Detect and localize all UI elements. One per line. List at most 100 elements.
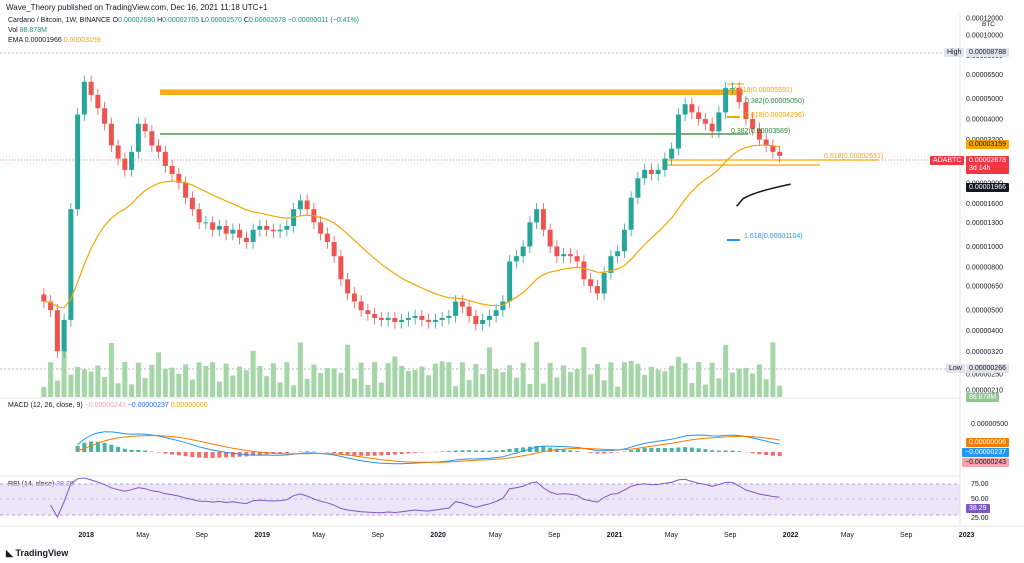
candle-body	[189, 197, 195, 210]
volume-bar	[81, 369, 87, 397]
candle-body	[156, 145, 162, 152]
macd-histogram	[75, 441, 782, 458]
time-tick-label: May	[489, 532, 503, 539]
candle-body	[547, 229, 553, 247]
volume-bar	[345, 344, 351, 397]
candle-body	[480, 319, 486, 325]
macd-hist-bar	[136, 449, 141, 452]
tradingview-logo[interactable]: ◣ TradingView	[6, 548, 69, 558]
volume-bar	[594, 363, 600, 397]
candle-body	[270, 229, 276, 232]
candle-body	[628, 197, 634, 230]
macd-hist-bar	[642, 448, 647, 452]
candle-body	[61, 319, 67, 352]
candle-body	[81, 81, 87, 115]
candle-body	[736, 88, 742, 103]
candle-body	[162, 151, 168, 166]
macd-signal-value: 0.00000006	[170, 402, 208, 409]
symbol-name: Cardano / Bitcoin, 1W, BINANCE	[8, 17, 111, 24]
candle-body	[95, 94, 101, 109]
volume-bar	[372, 362, 378, 397]
candle-body	[378, 317, 384, 320]
macd-hist-bar	[82, 442, 87, 452]
macd-hist-bar	[649, 447, 654, 452]
candle-body	[399, 319, 405, 322]
ema-legend: EMA 0.00001966 0.00003159	[8, 37, 101, 44]
candle-body	[446, 315, 452, 318]
candle-body	[540, 209, 546, 230]
volume-bar	[446, 362, 452, 397]
ema-value-a: 0.00001966	[24, 37, 62, 44]
macd-hist-bar	[500, 450, 505, 452]
volume-bar	[365, 384, 371, 397]
candle-body	[635, 178, 641, 198]
price-tick-label: 0.00000800	[966, 265, 1003, 272]
macd-hist-bar	[521, 447, 526, 452]
price-tick-label: 0.00005000	[966, 96, 1003, 103]
macd-axis-tick: 0.00000500	[971, 421, 1008, 428]
volume-bar	[304, 378, 310, 397]
macd-hist-bar	[413, 452, 418, 453]
candle-body	[48, 301, 54, 311]
candle-body	[594, 286, 600, 294]
low-value-tag: 0.00000266	[966, 364, 1009, 373]
price-axis-unit: BTC	[982, 21, 995, 28]
candle-body	[770, 145, 776, 152]
time-tick-label: May	[136, 532, 150, 539]
macd-hist-bar	[602, 452, 607, 454]
macd-hist-bar	[75, 445, 80, 452]
volume-bar	[108, 342, 114, 397]
volume-bar	[534, 342, 540, 397]
macd-hist-bar	[568, 450, 573, 452]
resistance-zone-upper	[160, 90, 743, 95]
candle-body	[473, 315, 479, 325]
candle-body	[621, 229, 627, 252]
volume-bar	[405, 371, 411, 397]
macd-signal-tag: 0.00000006	[966, 438, 1009, 447]
fib-label-5: 0.618(0.00002691)	[824, 153, 883, 160]
candle-body	[716, 112, 722, 132]
candle-body	[41, 294, 47, 302]
macd-hist-bar	[507, 448, 512, 452]
macd-hist-bar	[197, 452, 202, 458]
candle-body	[102, 108, 108, 124]
candle-body	[392, 317, 398, 322]
macd-hist-bar	[480, 450, 485, 452]
candle-body	[358, 301, 364, 311]
ema-orange-line	[43, 144, 780, 309]
candle-body	[203, 222, 209, 224]
macd-hist-bar	[170, 452, 175, 455]
volume-bar	[432, 363, 438, 397]
candle-body	[709, 123, 715, 132]
volume-bar	[338, 372, 344, 397]
candle-body	[230, 229, 236, 234]
time-tick-label: Sep	[372, 532, 385, 539]
volume-bar	[696, 362, 702, 397]
volume-bar	[675, 356, 681, 397]
macd-hist-bar	[770, 452, 775, 456]
macd-hist-bar	[359, 452, 364, 456]
macd-hist-bar	[453, 450, 458, 452]
time-tick-label: Sep	[724, 532, 737, 539]
time-tick-label: May	[665, 532, 679, 539]
volume-bar	[702, 384, 708, 397]
ema-value-b: 0.00003159	[63, 37, 101, 44]
macd-hist-bar	[284, 452, 289, 454]
macd-hist-bar	[696, 448, 701, 452]
macd-hist-bar	[575, 451, 580, 452]
candle-body	[297, 200, 303, 210]
candle-body	[115, 145, 121, 159]
rsi-line	[50, 477, 780, 519]
volume-bar	[480, 374, 486, 397]
volume-bar	[68, 374, 74, 397]
volume-bar	[520, 362, 526, 397]
macd-hist-tag: −0.00000243	[962, 458, 1010, 467]
volume-bar	[257, 366, 263, 397]
volume-bar	[385, 363, 391, 397]
rsi-tick-25: 25.00	[971, 515, 989, 522]
price-tick-label: 0.00000210	[966, 388, 1003, 395]
ema-black-line	[736, 183, 791, 207]
candle-body	[669, 148, 675, 159]
candle-body	[756, 128, 762, 140]
